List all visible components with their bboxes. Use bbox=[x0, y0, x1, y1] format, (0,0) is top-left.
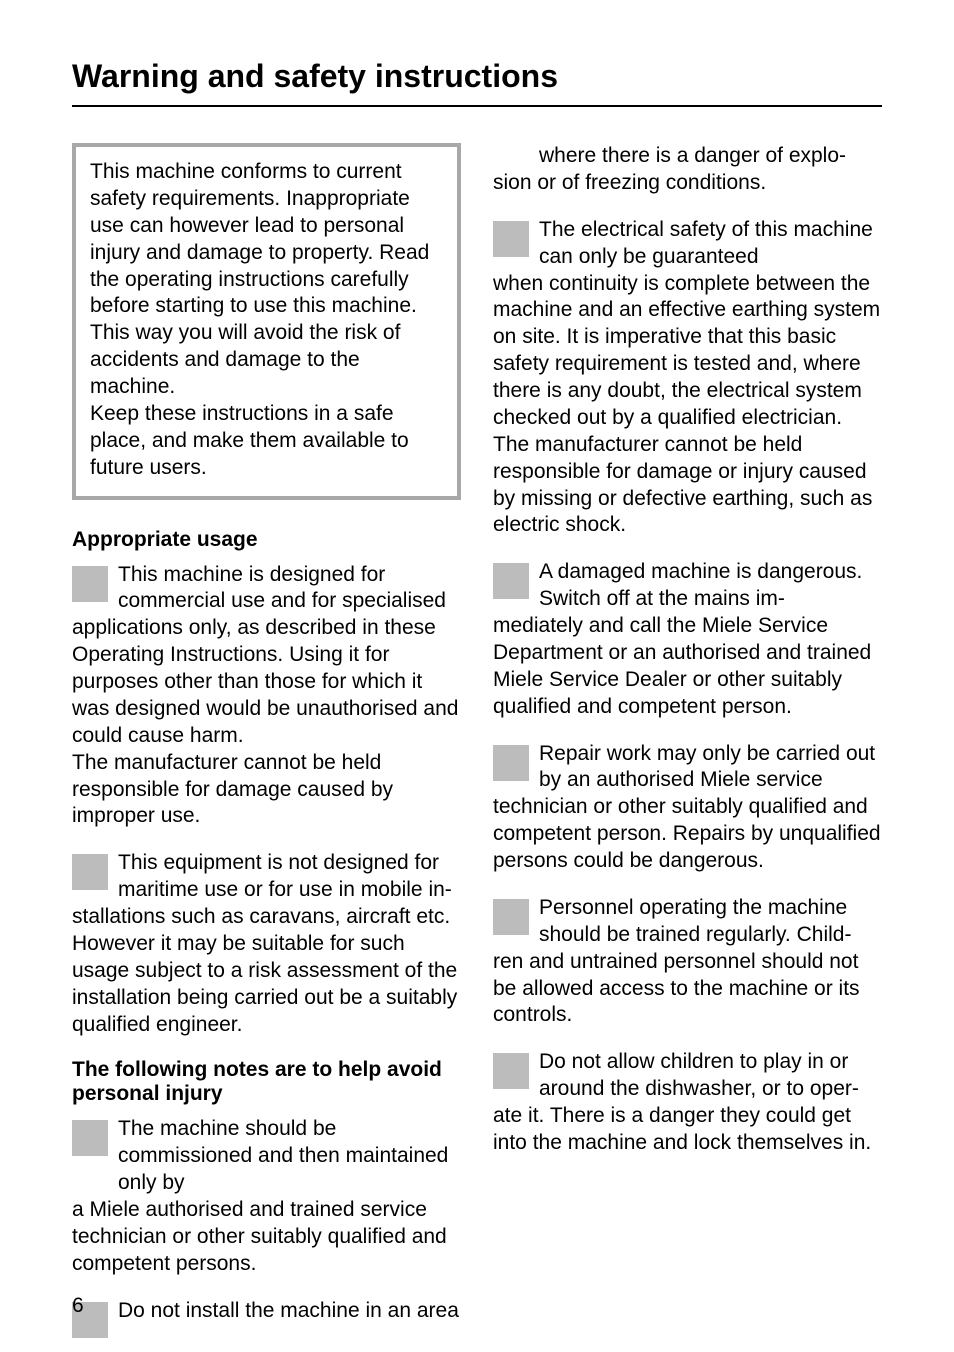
continuation-lead: where there is a danger of explo- bbox=[493, 143, 882, 170]
bullet-square-icon bbox=[493, 1053, 529, 1089]
warning-text: Do not install the machine in an area bbox=[72, 1298, 461, 1325]
warning-text: Personnel operating the machine should b… bbox=[493, 895, 882, 1029]
page-number: 6 bbox=[72, 1294, 84, 1318]
warning-rest: when continuity is complete between the … bbox=[493, 271, 882, 540]
left-column: This machine conforms to current safety … bbox=[72, 143, 461, 1325]
warning-text: Do not allow children to play in or arou… bbox=[493, 1049, 882, 1157]
warning-item: Personnel operating the machine should b… bbox=[493, 895, 882, 1029]
bullet-square-icon bbox=[72, 566, 108, 602]
bullet-square-icon bbox=[72, 854, 108, 890]
warning-item: This machine is designed for commercial … bbox=[72, 562, 461, 831]
warning-rest: applications only, as described in these… bbox=[72, 615, 461, 830]
warning-lead: This equipment is not designed for marit… bbox=[72, 850, 461, 904]
warning-item: The electrical safety of this machine ca… bbox=[493, 217, 882, 540]
page: Warning and safety instructions This mac… bbox=[0, 0, 954, 1352]
warning-rest: a Miele authorised and trained service t… bbox=[72, 1197, 461, 1278]
warning-lead: The electrical safety of this machine ca… bbox=[493, 217, 882, 271]
warning-item: Do not allow children to play in or arou… bbox=[493, 1049, 882, 1157]
section-heading-personal-injury: The following notes are to help avoid pe… bbox=[72, 1058, 461, 1106]
warning-rest: stallations such as caravans, aircraft e… bbox=[72, 904, 461, 1038]
warning-item: A damaged machine is dangerous. Switch o… bbox=[493, 559, 882, 720]
warning-item: This equipment is not designed for marit… bbox=[72, 850, 461, 1038]
bullet-square-icon bbox=[493, 745, 529, 781]
warning-text: A damaged machine is dangerous. Switch o… bbox=[493, 559, 882, 720]
warning-item: The machine should be commissioned and t… bbox=[72, 1116, 461, 1277]
right-column: where there is a danger of explo- sion o… bbox=[493, 143, 882, 1325]
warning-rest: technician or other suitably qualified a… bbox=[493, 794, 882, 875]
warning-text: Repair work may only be carried out by a… bbox=[493, 741, 882, 875]
bullet-square-icon bbox=[493, 563, 529, 599]
warning-lead: Personnel operating the machine should b… bbox=[493, 895, 882, 949]
warning-text: This equipment is not designed for marit… bbox=[72, 850, 461, 1038]
warning-lead: This machine is designed for commercial … bbox=[72, 562, 461, 616]
content-columns: This machine conforms to current safety … bbox=[72, 143, 882, 1325]
bullet-square-icon bbox=[72, 1120, 108, 1156]
warning-rest: ate it. There is a danger they could get… bbox=[493, 1103, 882, 1157]
intro-text: This machine conforms to current safety … bbox=[90, 159, 443, 482]
warning-lead: Repair work may only be carried out by a… bbox=[493, 741, 882, 795]
warning-lead: Do not allow children to play in or arou… bbox=[493, 1049, 882, 1103]
warning-text: The machine should be commissioned and t… bbox=[72, 1116, 461, 1277]
page-title: Warning and safety instructions bbox=[72, 58, 882, 95]
intro-box: This machine conforms to current safety … bbox=[72, 143, 461, 500]
bullet-square-icon bbox=[493, 221, 529, 257]
warning-item: Do not install the machine in an area bbox=[72, 1298, 461, 1325]
warning-lead: A damaged machine is dangerous. Switch o… bbox=[493, 559, 882, 613]
warning-lead: Do not install the machine in an area bbox=[72, 1298, 461, 1325]
bullet-square-icon bbox=[493, 899, 529, 935]
warning-text: The electrical safety of this machine ca… bbox=[493, 217, 882, 540]
warning-lead: The machine should be commissioned and t… bbox=[72, 1116, 461, 1197]
warning-item: Repair work may only be carried out by a… bbox=[493, 741, 882, 875]
section-heading-appropriate-usage: Appropriate usage bbox=[72, 528, 461, 552]
warning-text: This machine is designed for commercial … bbox=[72, 562, 461, 831]
warning-text: where there is a danger of explo- sion o… bbox=[493, 143, 882, 197]
continuation-rest: sion or of freezing conditions. bbox=[493, 170, 882, 197]
title-rule bbox=[72, 105, 882, 107]
warning-rest: mediately and call the Miele Service Dep… bbox=[493, 613, 882, 721]
warning-rest: ren and untrained personnel should not b… bbox=[493, 949, 882, 1030]
warning-item-continuation: where there is a danger of explo- sion o… bbox=[493, 143, 882, 197]
